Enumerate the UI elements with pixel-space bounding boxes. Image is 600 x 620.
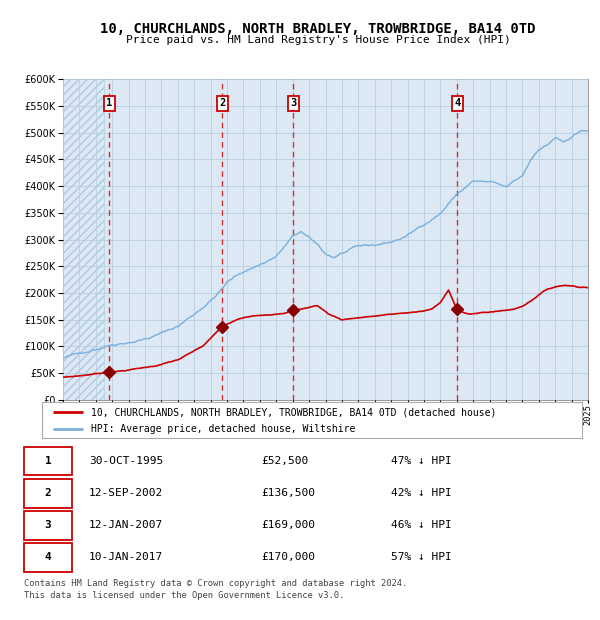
Text: 10, CHURCHLANDS, NORTH BRADLEY, TROWBRIDGE, BA14 0TD: 10, CHURCHLANDS, NORTH BRADLEY, TROWBRID… xyxy=(100,22,536,36)
Text: 47% ↓ HPI: 47% ↓ HPI xyxy=(391,456,451,466)
Text: 42% ↓ HPI: 42% ↓ HPI xyxy=(391,488,451,498)
FancyBboxPatch shape xyxy=(24,543,72,572)
Text: 10, CHURCHLANDS, NORTH BRADLEY, TROWBRIDGE, BA14 0TD (detached house): 10, CHURCHLANDS, NORTH BRADLEY, TROWBRID… xyxy=(91,407,496,417)
Text: 1: 1 xyxy=(106,99,113,108)
Text: £52,500: £52,500 xyxy=(261,456,308,466)
Bar xyxy=(63,79,104,400)
Text: HPI: Average price, detached house, Wiltshire: HPI: Average price, detached house, Wilt… xyxy=(91,424,355,435)
Text: Price paid vs. HM Land Registry's House Price Index (HPI): Price paid vs. HM Land Registry's House … xyxy=(125,35,511,45)
Text: 10-JAN-2017: 10-JAN-2017 xyxy=(89,552,163,562)
FancyBboxPatch shape xyxy=(24,447,72,476)
Text: 4: 4 xyxy=(454,99,461,108)
Text: 2: 2 xyxy=(44,488,52,498)
Text: 46% ↓ HPI: 46% ↓ HPI xyxy=(391,520,451,530)
Text: £169,000: £169,000 xyxy=(261,520,315,530)
Text: Contains HM Land Registry data © Crown copyright and database right 2024.: Contains HM Land Registry data © Crown c… xyxy=(24,579,407,588)
Text: 12-JAN-2007: 12-JAN-2007 xyxy=(89,520,163,530)
FancyBboxPatch shape xyxy=(24,511,72,539)
Text: 3: 3 xyxy=(44,520,52,530)
Text: 30-OCT-1995: 30-OCT-1995 xyxy=(89,456,163,466)
Text: This data is licensed under the Open Government Licence v3.0.: This data is licensed under the Open Gov… xyxy=(24,591,344,600)
Text: 4: 4 xyxy=(44,552,52,562)
Text: 3: 3 xyxy=(290,99,296,108)
Text: 2: 2 xyxy=(219,99,226,108)
Text: 12-SEP-2002: 12-SEP-2002 xyxy=(89,488,163,498)
Text: 57% ↓ HPI: 57% ↓ HPI xyxy=(391,552,451,562)
Text: £170,000: £170,000 xyxy=(261,552,315,562)
Text: £136,500: £136,500 xyxy=(261,488,315,498)
FancyBboxPatch shape xyxy=(24,479,72,508)
Text: 1: 1 xyxy=(44,456,52,466)
